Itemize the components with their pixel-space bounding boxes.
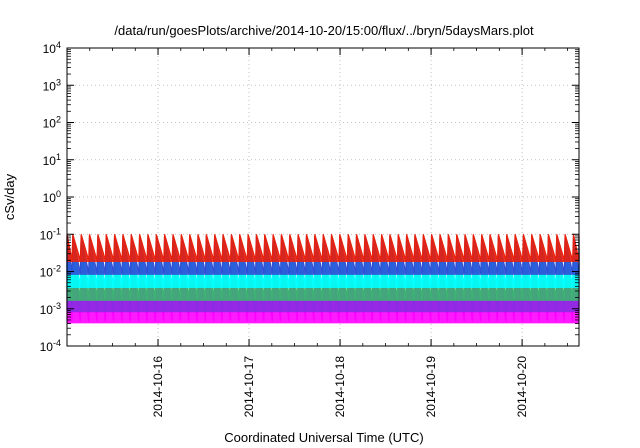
series-line (66, 235, 580, 274)
x-tick-label: 2014-10-18 (333, 356, 347, 418)
chart-title: /data/run/goesPlots/archive/2014-10-20/1… (114, 23, 534, 38)
y-tick-label: 10-3 (40, 301, 61, 317)
series-line (66, 249, 580, 311)
series-line (66, 256, 580, 322)
y-tick-label: 104 (43, 40, 61, 56)
x-tick-label: 2014-10-16 (151, 356, 165, 418)
x-axis-label: Coordinated Universal Time (UTC) (224, 430, 423, 445)
y-axis: 10-4 10-3 10-2 10-1 100 101 102 103 104 (40, 40, 579, 354)
y-tick-label: 102 (43, 115, 61, 131)
y-tick-label: 100 (43, 189, 61, 205)
y-tick-label: 10-1 (40, 226, 61, 242)
x-tick-label: 2014-10-19 (424, 356, 438, 418)
x-axis: 2014-10-16 2014-10-17 2014-10-18 2014-10-19… (66, 48, 569, 418)
y-tick-label: 10-4 (40, 338, 61, 354)
x-tick-label: 2014-10-17 (242, 356, 256, 418)
x-tick-label: 2014-10-20 (515, 356, 529, 418)
y-tick-label: 103 (43, 77, 61, 93)
y-axis-label: cSv/day (2, 173, 17, 220)
series-line (66, 238, 580, 287)
y-tick-label: 10-2 (40, 264, 61, 280)
series-line (66, 242, 580, 300)
series-line (66, 234, 580, 261)
series-group (66, 234, 580, 324)
y-tick-label: 101 (43, 152, 61, 168)
